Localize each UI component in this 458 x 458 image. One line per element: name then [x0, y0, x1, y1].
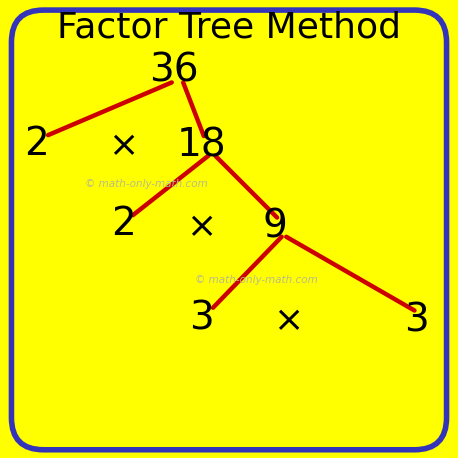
Text: ×: × — [109, 129, 139, 163]
FancyBboxPatch shape — [11, 10, 447, 450]
Text: 36: 36 — [149, 52, 199, 90]
Text: 18: 18 — [177, 127, 226, 164]
Text: © math-only-math.com: © math-only-math.com — [85, 179, 208, 189]
Text: 2: 2 — [111, 206, 136, 243]
Text: Factor Tree Method: Factor Tree Method — [57, 11, 401, 44]
Text: ×: × — [186, 210, 217, 244]
Text: ×: × — [273, 304, 304, 338]
Text: 3: 3 — [189, 300, 214, 337]
Text: 3: 3 — [404, 302, 429, 339]
Text: 9: 9 — [262, 208, 287, 245]
Text: 2: 2 — [24, 125, 49, 163]
Text: © math-only-math.com: © math-only-math.com — [195, 275, 318, 285]
